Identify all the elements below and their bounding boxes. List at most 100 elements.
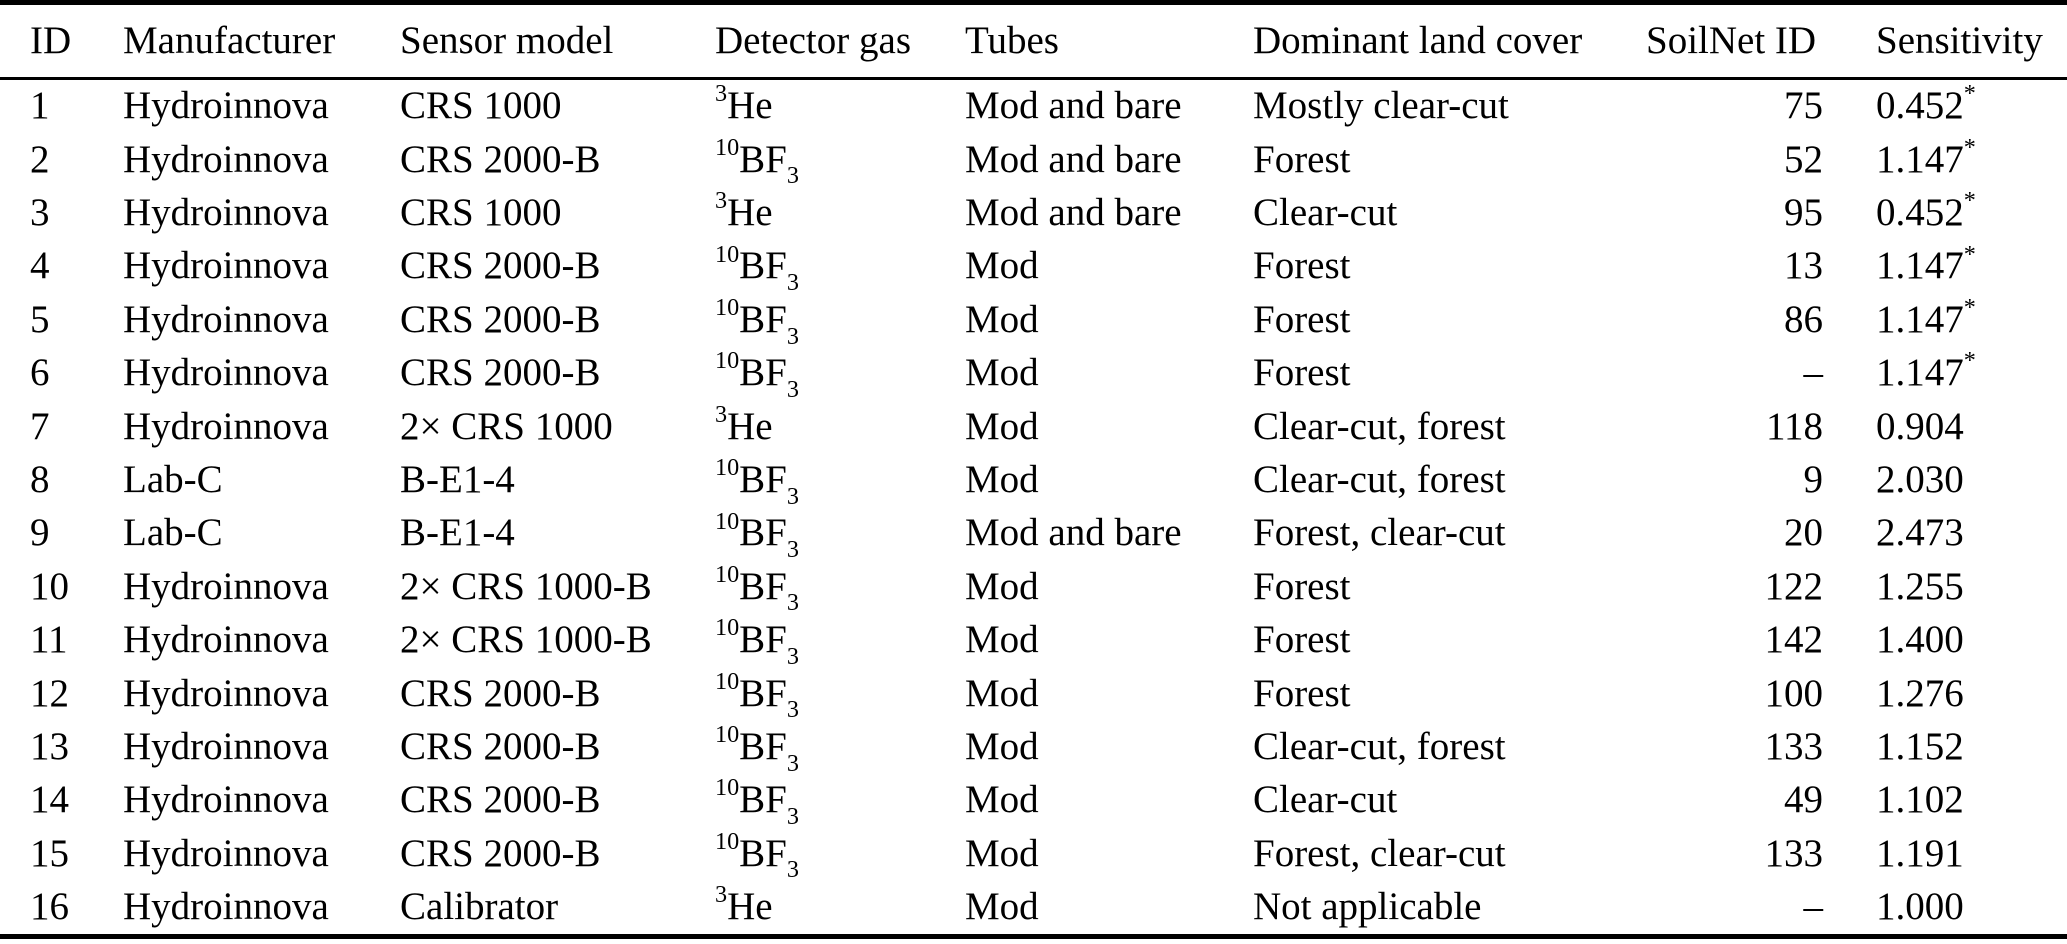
cell-detector-gas: 10BF3: [715, 294, 965, 350]
cell-tubes: Mod: [965, 404, 1039, 448]
gas-formula: He: [727, 404, 773, 448]
cell-sensitivity: 1.152: [1823, 721, 2067, 774]
cell-soilnet-id: 122: [1764, 564, 1824, 608]
cell-sensitivity: 1.147*: [1823, 240, 2067, 293]
column-header-manufacturer: Manufacturer: [123, 2, 400, 80]
cell-detector-gas: 3He: [715, 79, 965, 134]
cell-sensor-model: CRS 1000: [400, 84, 562, 128]
cell-land-cover: Forest: [1253, 137, 1351, 181]
gas-isotope-superscript: 10: [715, 133, 740, 161]
cell-land-cover: Mostly clear-cut: [1253, 84, 1509, 128]
cell-sensor-model: B-E1-4: [400, 458, 515, 501]
gas-isotope-superscript: 10: [715, 721, 740, 749]
cell-id: 12: [30, 671, 69, 715]
cell-manufacturer: Hydroinnova: [123, 191, 329, 235]
column-header-sensitivity: Sensitivity: [1823, 2, 2067, 80]
cell-manufacturer: Hydroinnova: [123, 671, 329, 715]
gas-isotope-superscript: 3: [715, 187, 728, 215]
cell-soilnet-id: 13: [1784, 244, 1823, 288]
cell-id: 1: [30, 84, 50, 128]
gas-isotope-superscript: 10: [715, 774, 740, 802]
cell-soilnet-id: –: [1803, 351, 1824, 395]
cell-soilnet-id: 20: [1784, 511, 1823, 555]
cell-sensor-model: 2× CRS 1000: [400, 404, 613, 448]
gas-subscript: 3: [786, 803, 799, 831]
column-header-soilnet-id: SoilNet ID: [1646, 2, 1823, 80]
sensitivity-value: 1.400: [1876, 618, 1964, 662]
gas-subscript: 3: [786, 856, 799, 884]
gas-formula: BF: [739, 724, 787, 768]
gas-isotope-superscript: 10: [715, 667, 740, 695]
cell-sensitivity: 1.255: [1823, 561, 2067, 614]
gas-subscript: 3: [786, 696, 799, 724]
cell-manufacturer: Lab-C: [123, 458, 223, 501]
cell-sensitivity: 0.904: [1823, 400, 2067, 453]
cell-sensor-model: CRS 2000-B: [400, 244, 601, 288]
cell-sensor-model: Calibrator: [400, 885, 559, 929]
gas-formula: BF: [739, 458, 787, 501]
cell-id: 16: [30, 885, 69, 929]
gas-isotope-superscript: 3: [715, 400, 728, 428]
cell-soilnet-id: 52: [1784, 137, 1823, 181]
sensitivity-value: 1.276: [1876, 671, 1964, 715]
cell-soilnet-id: 133: [1764, 831, 1824, 875]
gas-formula: He: [727, 191, 773, 235]
cell-id: 2: [30, 137, 50, 181]
sensitivity-value: 2.030: [1876, 458, 1964, 501]
table-row: 6 Hydroinnova CRS 2000-B 10BF3 Mod Fores…: [0, 347, 2067, 403]
sensitivity-asterisk: *: [1963, 293, 1976, 321]
header-row: ID Manufacturer Sensor model Detector ga…: [0, 2, 2067, 80]
cell-detector-gas: 10BF3: [715, 347, 965, 403]
cell-detector-gas: 10BF3: [715, 774, 965, 831]
cell-tubes: Mod and bare: [965, 84, 1182, 128]
sensitivity-value: 2.473: [1876, 511, 1964, 555]
cell-manufacturer: Hydroinnova: [123, 831, 329, 875]
sensitivity-value: 0.904: [1876, 404, 1964, 448]
cell-land-cover: Forest: [1253, 351, 1351, 395]
gas-subscript: 3: [786, 482, 799, 510]
cell-manufacturer: Hydroinnova: [123, 404, 329, 448]
cell-detector-gas: 3He: [715, 187, 965, 240]
cell-sensor-model: CRS 2000-B: [400, 778, 601, 822]
cell-detector-gas: 3He: [715, 881, 965, 937]
gas-formula: BF: [739, 618, 787, 662]
gas-formula: BF: [739, 671, 787, 715]
gas-formula: BF: [739, 564, 787, 608]
table-row: 12 Hydroinnova CRS 2000-B 10BF3 Mod Fore…: [0, 667, 2067, 724]
cell-land-cover: Clear-cut: [1253, 778, 1398, 822]
cell-soilnet-id: 9: [1803, 458, 1824, 501]
column-header-detector-gas: Detector gas: [715, 2, 965, 80]
sensitivity-value: 1.000: [1876, 885, 1964, 929]
cell-detector-gas: 10BF3: [715, 454, 965, 510]
gas-formula: BF: [739, 137, 787, 181]
gas-subscript: 3: [786, 162, 799, 190]
table-row: 16 Hydroinnova Calibrator 3He Mod Not ap…: [0, 881, 2067, 937]
cell-manufacturer: Hydroinnova: [123, 244, 329, 288]
cell-id: 6: [30, 351, 50, 395]
sensitivity-asterisk: *: [1963, 80, 1976, 108]
cell-sensor-model: 2× CRS 1000-B: [400, 618, 652, 662]
gas-formula: BF: [739, 351, 787, 395]
sensitivity-value: 1.102: [1876, 778, 1964, 822]
sensitivity-value: 1.147: [1876, 137, 1964, 181]
gas-subscript: 3: [786, 375, 799, 403]
cell-tubes: Mod: [965, 458, 1039, 501]
cell-soilnet-id: 86: [1784, 297, 1823, 341]
cell-manufacturer: Hydroinnova: [123, 351, 329, 395]
cell-tubes: Mod: [965, 724, 1039, 768]
table-row: 11 Hydroinnova 2× CRS 1000-B 10BF3 Mod F…: [0, 614, 2067, 669]
gas-subscript: 3: [786, 322, 799, 350]
cell-land-cover: Forest, clear-cut: [1253, 831, 1506, 875]
cell-manufacturer: Hydroinnova: [123, 137, 329, 181]
cell-sensor-model: CRS 2000-B: [400, 137, 601, 181]
sensitivity-asterisk: *: [1963, 187, 1976, 215]
cell-tubes: Mod and bare: [965, 137, 1182, 181]
gas-subscript: 3: [786, 749, 799, 777]
sensitivity-value: 1.255: [1876, 564, 1964, 608]
sensitivity-value: 1.147: [1876, 244, 1964, 288]
cell-manufacturer: Hydroinnova: [123, 778, 329, 822]
table-row: 13 Hydroinnova CRS 2000-B 10BF3 Mod Clea…: [0, 721, 2067, 777]
cell-sensitivity: 1.147*: [1823, 133, 2067, 186]
sensitivity-value: 1.147: [1876, 297, 1964, 341]
sensitivity-asterisk: *: [1963, 240, 1976, 268]
